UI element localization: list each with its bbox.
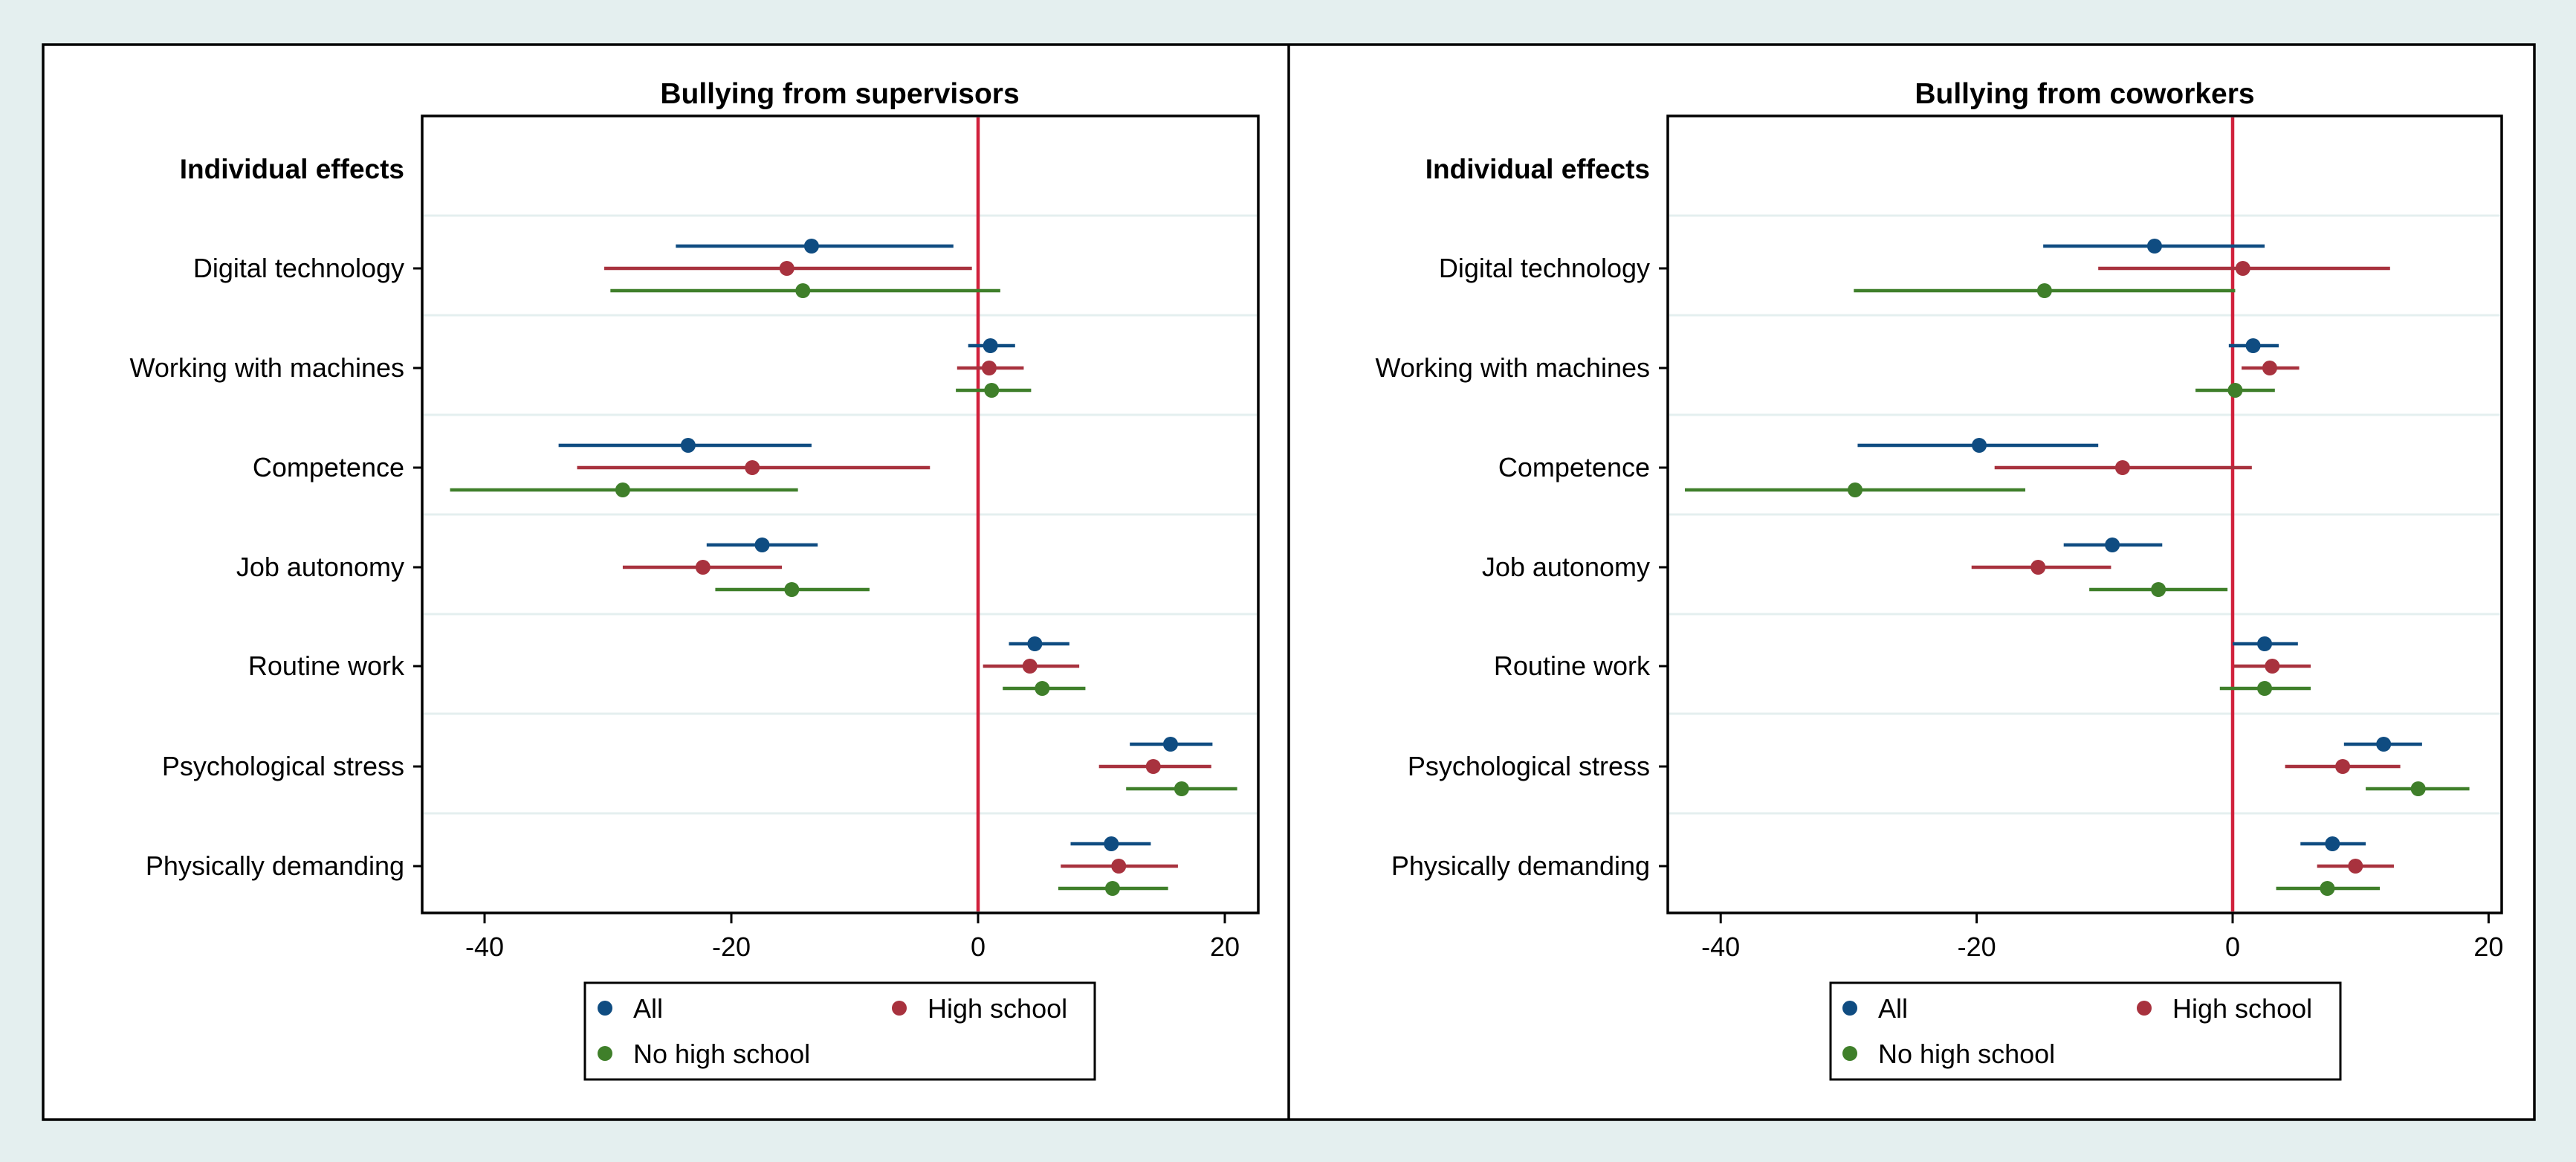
point-no-high-school-physically-demanding [2320,881,2335,896]
point-all-routine-work [2257,636,2273,651]
y-label-competence: Competence [1498,452,1650,482]
y-label-routine-work: Routine work [1494,651,1651,681]
point-no-high-school-job-autonomy [784,582,800,597]
point-no-high-school-competence [1848,482,1863,497]
x-tick-label: -20 [1958,932,1996,962]
x-tick-label: 0 [2225,932,2240,962]
point-no-high-school-working-with-machines [2227,383,2243,398]
heading-individual-effects: Individual effects [1425,154,1650,184]
point-high-school-psychological-stress [1145,759,1161,774]
point-high-school-routine-work [1022,659,1038,674]
y-label-working-with-machines: Working with machines [130,352,404,383]
legend-label-all: All [633,993,663,1024]
point-high-school-working-with-machines [981,361,997,375]
point-all-psychological-stress [2376,737,2392,752]
point-all-psychological-stress [1162,737,1178,752]
legend-label-all: All [1878,993,1908,1024]
point-all-job-autonomy [754,538,770,552]
point-no-high-school-working-with-machines [984,383,1000,398]
point-all-digital-technology [2146,239,2162,254]
chart-title: Bullying from coworkers [1915,78,2254,110]
point-all-competence [1972,438,1987,453]
point-all-working-with-machines [2245,338,2261,353]
y-label-physically-demanding: Physically demanding [1391,850,1650,881]
y-label-job-autonomy: Job autonomy [236,552,404,582]
legend-box [583,981,1096,1081]
legend-label-no-high-school: No high school [1878,1039,2055,1069]
point-no-high-school-psychological-stress [2410,781,2426,796]
y-label-job-autonomy: Job autonomy [1482,552,1650,582]
y-label-physically-demanding: Physically demanding [146,850,404,881]
chart-title: Bullying from supervisors [660,78,1019,110]
point-no-high-school-job-autonomy [2151,582,2166,597]
x-tick-label: -20 [712,932,751,962]
legend-label-high-school: High school [928,993,1067,1024]
y-label-digital-technology: Digital technology [193,253,404,283]
point-all-digital-technology [803,239,819,254]
y-label-competence: Competence [253,452,404,482]
x-tick-label: 0 [971,932,986,962]
legend-marker-all [598,1001,612,1016]
y-label-psychological-stress: Psychological stress [1408,751,1650,781]
x-tick-label: 20 [1210,932,1240,962]
point-high-school-working-with-machines [2262,361,2277,375]
x-tick-label: 20 [2473,932,2503,962]
legend-marker-all [1842,1001,1857,1016]
point-all-job-autonomy [2105,538,2120,552]
point-high-school-digital-technology [779,261,795,276]
legend-marker-high-school [892,1001,907,1016]
legend-supervisors: All High school No high school [583,981,1096,1081]
supervisors-panel: Bullying from supervisors Individual eff… [130,78,1260,962]
legend-label-no-high-school: No high school [633,1039,810,1069]
y-label-routine-work: Routine work [248,651,405,681]
point-all-physically-demanding [1104,836,1119,851]
y-label-digital-technology: Digital technology [1439,253,1650,283]
legend-marker-high-school [2137,1001,2152,1016]
legend-label-high-school: High school [2172,993,2312,1024]
coworkers-panel: Bullying from coworkers Individual effec… [1376,78,2504,962]
point-no-high-school-psychological-stress [1174,781,1189,796]
point-no-high-school-digital-technology [795,283,811,298]
point-all-routine-work [1027,636,1043,651]
legend-box [1829,981,2342,1081]
legend-marker-no-high-school [1842,1046,1857,1061]
y-label-working-with-machines: Working with machines [1376,352,1650,383]
x-tick-label: -40 [1701,932,1740,962]
point-no-high-school-physically-demanding [1104,881,1120,896]
legend-coworkers: All High school No high school [1829,981,2342,1081]
x-tick-label: -40 [465,932,504,962]
point-high-school-competence [2114,460,2130,475]
point-high-school-digital-technology [2235,261,2250,276]
point-high-school-psychological-stress [2335,759,2351,774]
heading-individual-effects: Individual effects [180,154,404,184]
point-high-school-physically-demanding [2348,859,2363,874]
point-all-working-with-machines [983,338,998,353]
point-high-school-routine-work [2265,659,2280,674]
point-high-school-physically-demanding [1111,859,1127,874]
point-no-high-school-competence [615,482,630,497]
point-all-physically-demanding [2325,836,2340,851]
point-no-high-school-routine-work [2257,681,2273,696]
legend-marker-no-high-school [598,1046,612,1061]
point-high-school-job-autonomy [695,560,711,575]
point-high-school-competence [745,460,760,475]
point-no-high-school-routine-work [1035,681,1050,696]
point-all-competence [680,438,696,453]
point-no-high-school-digital-technology [2036,283,2052,298]
point-high-school-job-autonomy [2030,560,2046,575]
y-label-psychological-stress: Psychological stress [162,751,404,781]
